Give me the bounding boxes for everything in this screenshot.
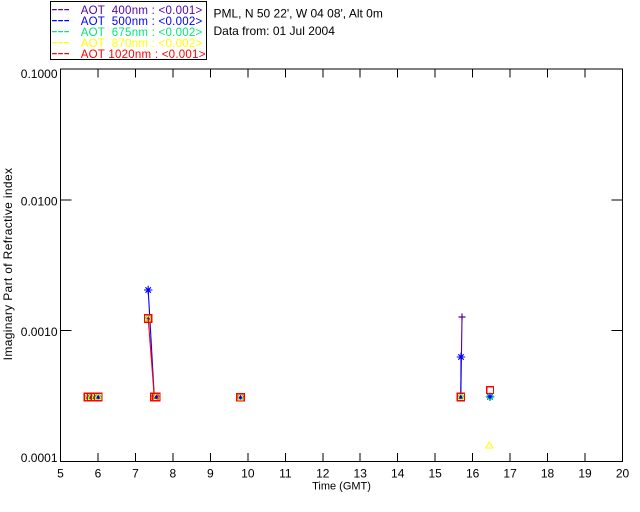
svg-text:Data from: 01 Jul 2004: Data from: 01 Jul 2004 <box>214 24 336 38</box>
svg-text:5: 5 <box>57 467 64 481</box>
svg-text:AOT 1020nm : <0.001>: AOT 1020nm : <0.001> <box>81 49 206 61</box>
svg-text:AOT 870nm : <0.002>: AOT 870nm : <0.002> <box>81 38 203 50</box>
svg-text:0.1000: 0.1000 <box>21 67 58 81</box>
svg-text:AOT 500nm : <0.002>: AOT 500nm : <0.002> <box>81 16 203 28</box>
svg-text:10: 10 <box>241 467 255 481</box>
svg-text:AOT 675nm : <0.002>: AOT 675nm : <0.002> <box>81 27 203 39</box>
svg-text:17: 17 <box>503 467 517 481</box>
svg-text:9: 9 <box>207 467 214 481</box>
svg-text:7: 7 <box>132 467 139 481</box>
svg-text:PML, N 50 22', W 04 08', Alt 0: PML, N 50 22', W 04 08', Alt 0m <box>214 7 383 21</box>
svg-text:Imaginary Part of Refractive i: Imaginary Part of Refractive index <box>1 168 15 361</box>
svg-text:18: 18 <box>541 467 555 481</box>
svg-text:15: 15 <box>428 467 442 481</box>
svg-text:AOT 400nm : <0.001>: AOT 400nm : <0.001> <box>81 5 203 17</box>
svg-text:12: 12 <box>316 467 330 481</box>
svg-text:14: 14 <box>391 467 405 481</box>
svg-text:Time (GMT): Time (GMT) <box>312 481 371 493</box>
svg-text:0.0100: 0.0100 <box>21 194 58 208</box>
svg-text:11: 11 <box>279 467 292 481</box>
svg-text:16: 16 <box>466 467 480 481</box>
svg-text:6: 6 <box>95 467 102 481</box>
svg-text:8: 8 <box>170 467 177 481</box>
svg-text:0.0001: 0.0001 <box>21 451 58 465</box>
svg-text:13: 13 <box>354 467 368 481</box>
svg-text:19: 19 <box>578 467 592 481</box>
svg-text:0.0010: 0.0010 <box>21 325 58 339</box>
svg-text:20: 20 <box>616 467 630 481</box>
